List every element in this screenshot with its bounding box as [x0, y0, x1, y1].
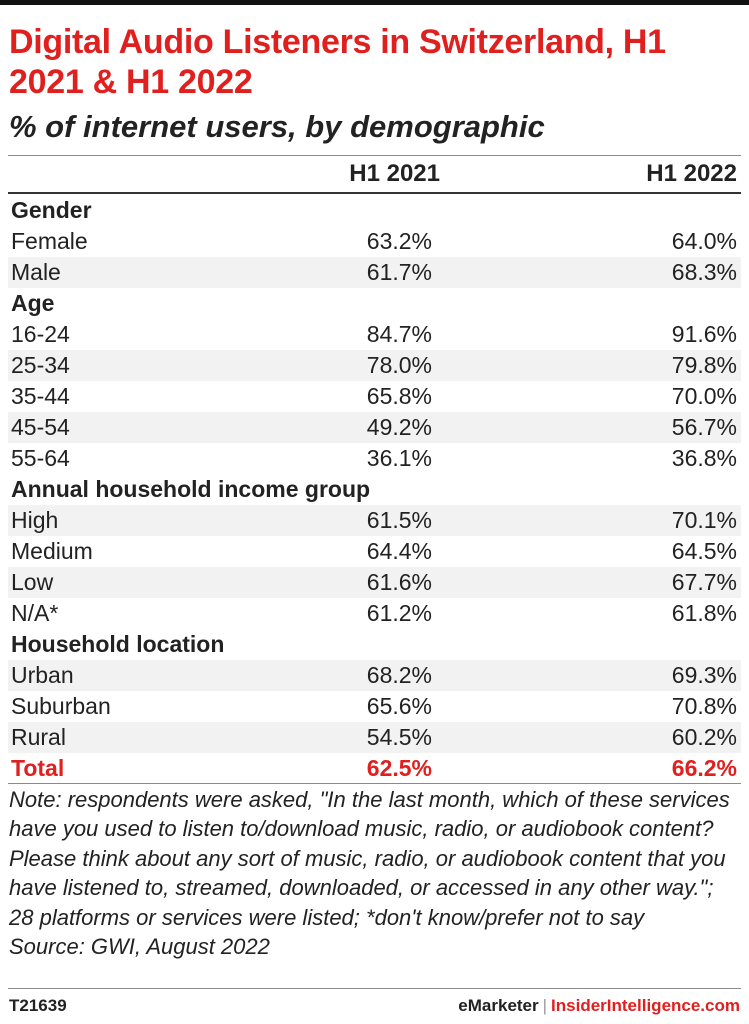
- table-row: 45-54 49.2% 56.7%: [8, 412, 741, 443]
- row-label: N/A*: [11, 600, 59, 626]
- table-row: 25-34 78.0% 79.8%: [8, 350, 741, 381]
- table-row: Male 61.7% 68.3%: [8, 257, 741, 288]
- row-label: Low: [11, 569, 54, 595]
- row-label: 55-64: [11, 445, 70, 471]
- table-row: Suburban 65.6% 70.8%: [8, 691, 741, 722]
- table-row: N/A* 61.2% 61.8%: [8, 598, 741, 629]
- cell-h1-2022: 68.3%: [671, 259, 737, 285]
- group-header-row: Annual household income group: [8, 474, 741, 505]
- notes-block: Note: respondents were asked, "In the la…: [9, 785, 744, 961]
- cell-h1-2022: 67.7%: [671, 569, 737, 595]
- cell-h1-2021: 84.7%: [366, 321, 432, 347]
- cell-h1-2021: 63.2%: [366, 228, 432, 254]
- group-header-row: Age: [8, 288, 741, 319]
- cell-h1-2022: 70.1%: [671, 507, 737, 533]
- cell-h1-2021: 68.2%: [366, 662, 432, 688]
- row-label: 16-24: [11, 321, 70, 347]
- cell-h1-2021: 61.6%: [366, 569, 432, 595]
- cell-h1-2022: 64.5%: [671, 538, 737, 564]
- row-label: Total: [11, 755, 65, 781]
- header-top-rule: [8, 155, 741, 156]
- cell-h1-2021: 61.5%: [366, 507, 432, 533]
- footer-rule: [8, 988, 741, 989]
- cell-h1-2022: 64.0%: [671, 228, 737, 254]
- row-label: 35-44: [11, 383, 70, 409]
- table-row: Low 61.6% 67.7%: [8, 567, 741, 598]
- top-bar: [0, 0, 749, 5]
- cell-h1-2022: 61.8%: [671, 600, 737, 626]
- row-label: Female: [11, 228, 88, 254]
- row-label: Rural: [11, 724, 66, 750]
- group-header-row: Household location: [8, 629, 741, 660]
- cell-h1-2021: 65.6%: [366, 693, 432, 719]
- row-label: Household location: [11, 631, 225, 657]
- table-row: Female 63.2% 64.0%: [8, 226, 741, 257]
- cell-h1-2021: 54.5%: [366, 724, 432, 750]
- row-label: Annual household income group: [11, 476, 371, 502]
- footer-branding: eMarketer | InsiderIntelligence.com: [458, 996, 740, 1016]
- brand-emarketer: eMarketer: [458, 996, 539, 1015]
- table-row: 35-44 65.8% 70.0%: [8, 381, 741, 412]
- cell-h1-2022: 60.2%: [671, 724, 737, 750]
- row-label: Suburban: [11, 693, 111, 719]
- header-bottom-rule: [8, 192, 741, 194]
- cell-h1-2022: 91.6%: [671, 321, 737, 347]
- chart-title: Digital Audio Listeners in Switzerland, …: [9, 23, 666, 101]
- row-label: Age: [11, 290, 55, 316]
- row-label: Gender: [11, 197, 92, 223]
- cell-h1-2022: 56.7%: [671, 414, 737, 440]
- cell-h1-2022: 66.2%: [671, 755, 737, 781]
- total-row: Total 62.5% 66.2%: [8, 753, 741, 784]
- table-row: Urban 68.2% 69.3%: [8, 660, 741, 691]
- column-header-h1-2021: H1 2021: [349, 160, 440, 187]
- chart-subtitle: % of internet users, by demographic: [9, 109, 545, 144]
- cell-h1-2021: 61.2%: [366, 600, 432, 626]
- cell-h1-2021: 36.1%: [366, 445, 432, 471]
- cell-h1-2022: 79.8%: [671, 352, 737, 378]
- table-row: 16-24 84.7% 91.6%: [8, 319, 741, 350]
- row-label: 45-54: [11, 414, 70, 440]
- cell-h1-2022: 70.0%: [671, 383, 737, 409]
- table-row: Rural 54.5% 60.2%: [8, 722, 741, 753]
- table-row: 55-64 36.1% 36.8%: [8, 443, 741, 474]
- cell-h1-2021: 49.2%: [366, 414, 432, 440]
- chart-id: T21639: [9, 996, 67, 1015]
- brand-separator: |: [542, 996, 548, 1015]
- table-row: Medium 64.4% 64.5%: [8, 536, 741, 567]
- source-text: Source: GWI, August 2022: [9, 934, 270, 960]
- cell-h1-2021: 65.8%: [366, 383, 432, 409]
- brand-insider-intelligence: InsiderIntelligence.com: [551, 996, 740, 1015]
- note-text: Note: respondents were asked, "In the la…: [9, 787, 730, 930]
- cell-h1-2021: 62.5%: [366, 755, 432, 781]
- row-label: 25-34: [11, 352, 70, 378]
- cell-h1-2021: 61.7%: [366, 259, 432, 285]
- cell-h1-2022: 70.8%: [671, 693, 737, 719]
- cell-h1-2022: 69.3%: [671, 662, 737, 688]
- row-label: Male: [11, 259, 61, 285]
- table-row: High 61.5% 70.1%: [8, 505, 741, 536]
- row-label: High: [11, 507, 59, 533]
- row-label: Medium: [11, 538, 93, 564]
- cell-h1-2021: 78.0%: [366, 352, 432, 378]
- cell-h1-2022: 36.8%: [671, 445, 737, 471]
- table-bottom-rule: [8, 783, 741, 784]
- group-header-row: Gender: [8, 195, 741, 226]
- row-label: Urban: [11, 662, 74, 688]
- column-header-h1-2022: H1 2022: [646, 160, 737, 187]
- cell-h1-2021: 64.4%: [366, 538, 432, 564]
